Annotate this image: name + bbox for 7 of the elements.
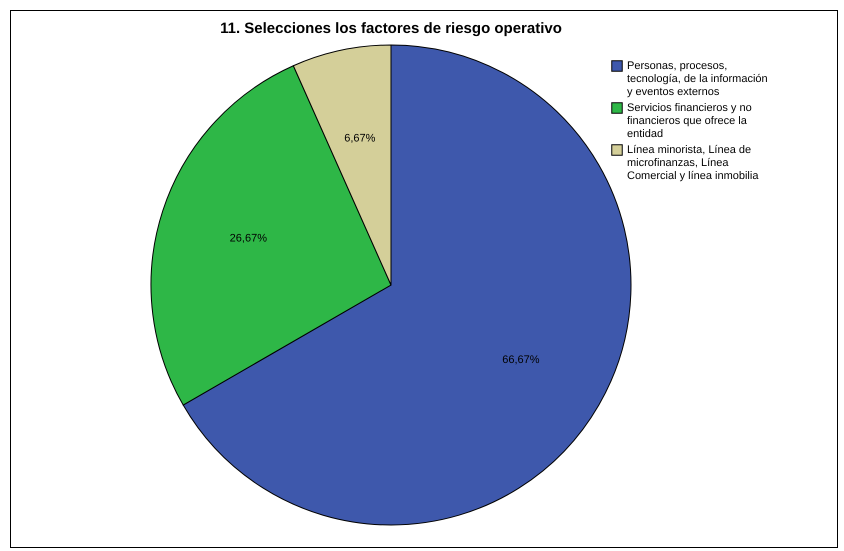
legend-label: Línea minorista, Línea de microfinanzas, Línea Comercial y línea inmobilia bbox=[627, 144, 760, 182]
data-label: 6,67% bbox=[344, 132, 376, 144]
legend-label: Servicios financieros y no financieros que ofrece la entidad bbox=[627, 102, 752, 140]
legend-label: Personas, procesos, tecnología, de la información y eventos externos bbox=[627, 60, 768, 98]
chart-title: 11. Selecciones los factores de riesgo operativo bbox=[220, 20, 562, 37]
data-label: 26,67% bbox=[230, 232, 268, 245]
data-label: 66,67% bbox=[502, 354, 540, 366]
